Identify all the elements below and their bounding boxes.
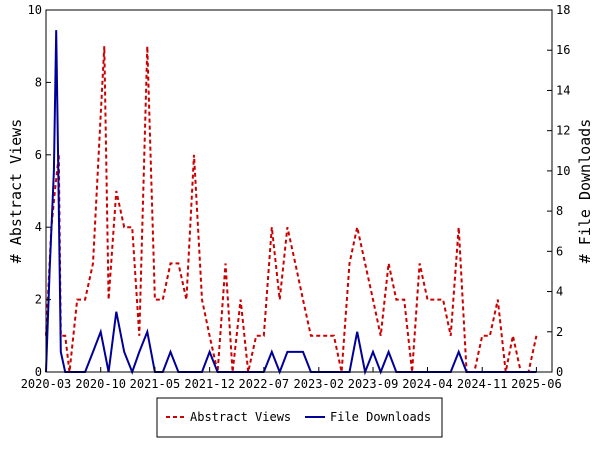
left-axis: 0 2 4 6 8 10 bbox=[28, 3, 51, 379]
x-tick-label: 2021-05 bbox=[130, 377, 181, 391]
x-tick-label: 2023-02 bbox=[294, 377, 345, 391]
y2-tick-label: 8 bbox=[556, 204, 563, 218]
y2-tick-label: 0 bbox=[556, 365, 563, 379]
x-axis: 2020-03 2020-10 2021-05 2021-12 2022-07 2023-… bbox=[21, 367, 562, 391]
y2-tick-label: 6 bbox=[556, 244, 563, 258]
y2-tick-label: 18 bbox=[556, 3, 570, 17]
y-tick-label: 10 bbox=[28, 3, 42, 17]
x-tick-label: 2021-12 bbox=[184, 377, 235, 391]
y2-tick-label: 10 bbox=[556, 164, 570, 178]
legend: Abstract Views File Downloads bbox=[156, 397, 443, 438]
y2-tick-label: 16 bbox=[556, 43, 570, 57]
x-tick-label: 2020-03 bbox=[21, 377, 72, 391]
y-tick-label: 2 bbox=[35, 293, 42, 307]
x-tick-label: 2023-09 bbox=[348, 377, 399, 391]
x-tick-label: 2020-10 bbox=[75, 377, 126, 391]
y2-tick-label: 14 bbox=[556, 83, 570, 97]
y-tick-label: 0 bbox=[35, 365, 42, 379]
x-tick-label: 2024-11 bbox=[457, 377, 508, 391]
y2-tick-label: 12 bbox=[556, 124, 570, 138]
plot-frame bbox=[45, 9, 553, 373]
y2-tick-label: 4 bbox=[556, 285, 563, 299]
legend-abstract-views-label: Abstract Views bbox=[190, 410, 291, 424]
x-tick-label: 2025-06 bbox=[511, 377, 562, 391]
y-tick-label: 6 bbox=[35, 148, 42, 162]
x-tick-label: 2024-04 bbox=[402, 377, 453, 391]
series-line-abstract-views bbox=[45, 46, 538, 373]
y-axis-title: # Abstract Views bbox=[7, 119, 25, 264]
y-tick-label: 8 bbox=[35, 75, 42, 89]
y2-tick-label: 2 bbox=[556, 325, 563, 339]
x-tick-label: 2022-07 bbox=[239, 377, 290, 391]
y-tick-label: 4 bbox=[35, 220, 42, 234]
y2-axis-title: # File Downloads bbox=[576, 119, 594, 264]
right-axis: 0 2 4 6 8 10 12 14 16 18 bbox=[547, 3, 570, 379]
legend-file-downloads-label: File Downloads bbox=[330, 410, 431, 424]
legend-box bbox=[156, 397, 443, 438]
